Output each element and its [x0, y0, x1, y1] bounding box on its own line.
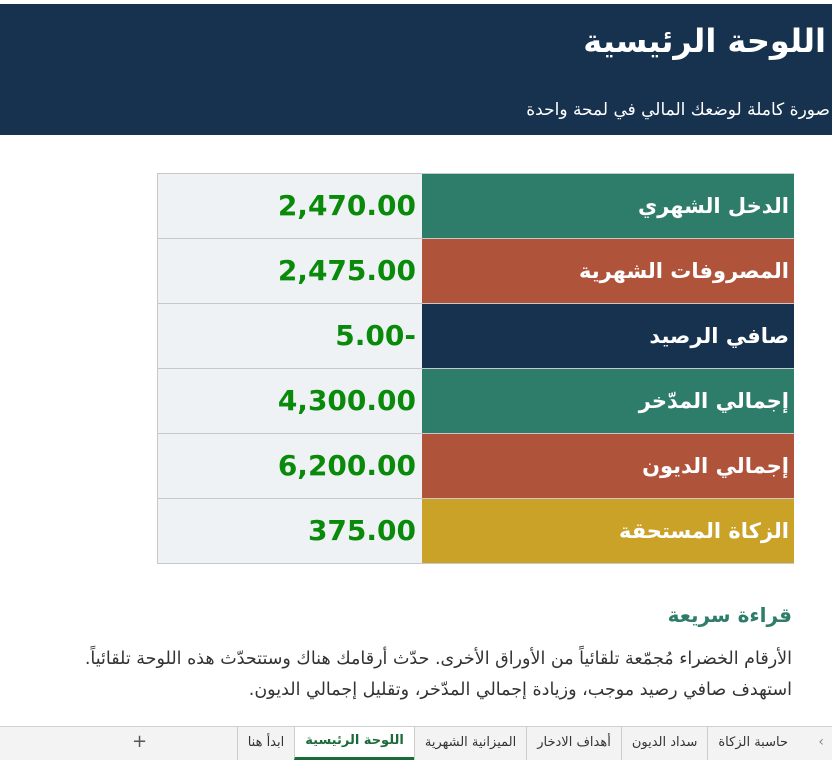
- summary-table: 2,470.00 الدخل الشهري 2,475.00 المصروفات ال…: [157, 173, 794, 564]
- table-row: 2,470.00 الدخل الشهري: [157, 174, 794, 239]
- value-cell: 6,200.00: [157, 434, 422, 498]
- sheet-tab[interactable]: أهداف الادخار: [526, 727, 621, 760]
- label-cell: إجمالي المدّخر: [422, 369, 794, 433]
- quick-read-text: الأرقام الخضراء مُجمّعة تلقائياً من الأو…: [84, 649, 792, 700]
- sheet-tab-bar: ‹ ابدأ هنا اللوحة الرئيسية الميزانية الشهر…: [0, 726, 832, 760]
- page-subtitle: صورة كاملة لوضعك المالي في لمحة واحدة: [526, 100, 830, 120]
- sheet-tab[interactable]: ابدأ هنا: [236, 727, 295, 760]
- table-row: 2,475.00 المصروفات الشهرية: [157, 239, 794, 304]
- label-cell: صافي الرصيد: [422, 304, 794, 368]
- scroll-arrow[interactable]: ‹: [818, 734, 824, 750]
- value-cell: 375.00: [157, 499, 422, 563]
- label-cell: المصروفات الشهرية: [422, 239, 794, 303]
- value-cell: 5.00-: [157, 304, 422, 368]
- sheet-tab[interactable]: الميزانية الشهرية: [413, 727, 526, 760]
- value-cell: 2,475.00: [157, 239, 422, 303]
- sheet-tab[interactable]: اللوحة الرئيسية: [294, 727, 414, 760]
- header-banner: اللوحة الرئيسية صورة كاملة لوضعك المالي …: [0, 4, 832, 135]
- table-row: 375.00 الزكاة المستحقة: [157, 499, 794, 564]
- value-cell: 2,470.00: [157, 174, 422, 238]
- label-cell: الزكاة المستحقة: [422, 499, 794, 563]
- label-cell: إجمالي الديون: [422, 434, 794, 498]
- sheet-tab[interactable]: حاسبة الزكاة: [707, 727, 798, 760]
- sheet-tabs: ابدأ هنا اللوحة الرئيسية الميزانية الشهرية…: [236, 727, 798, 760]
- value-cell: 4,300.00: [157, 369, 422, 433]
- page-title: اللوحة الرئيسية: [583, 22, 826, 60]
- quick-read-title: قراءة سريعة: [667, 603, 792, 627]
- table-row: 5.00- صافي الرصيد: [157, 304, 794, 369]
- add-sheet-button[interactable]: +: [132, 731, 148, 752]
- label-cell: الدخل الشهري: [422, 174, 794, 238]
- table-row: 6,200.00 إجمالي الديون: [157, 434, 794, 499]
- table-row: 4,300.00 إجمالي المدّخر: [157, 369, 794, 434]
- sheet-tab[interactable]: سداد الديون: [620, 727, 708, 760]
